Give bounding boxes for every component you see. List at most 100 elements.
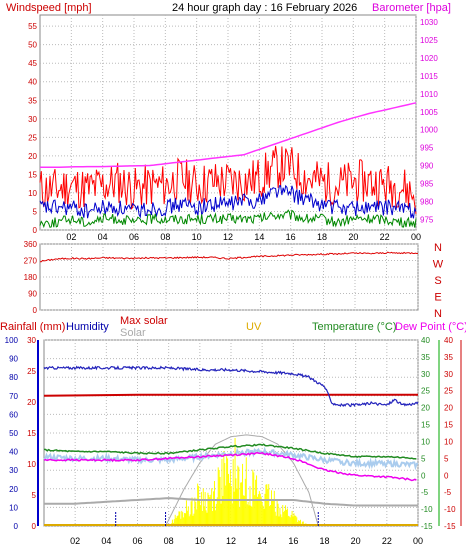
x-tick-label: 22 (382, 536, 392, 546)
series-barometer (40, 102, 417, 169)
x-tick-label: 20 (351, 536, 361, 546)
compass-label: N (434, 242, 442, 254)
x-tick-label: 12 (226, 536, 236, 546)
series-gust_avg (39, 184, 417, 219)
temperature-tick-label: 20 (421, 404, 430, 413)
x-tick-label: 18 (317, 232, 327, 242)
humidity-tick-label: 10 (9, 503, 18, 512)
series-max-solar (165, 434, 319, 527)
y-left-tick-label: 270 (24, 257, 38, 266)
y-left-tick-label: 35 (28, 96, 37, 105)
series-apparent (43, 446, 418, 471)
compass-label: N (434, 308, 442, 320)
humidity-tick-label: 0 (14, 522, 19, 531)
dew-point-tick-label: 25 (444, 387, 453, 396)
dew-point-tick-label: 20 (444, 404, 453, 413)
y-left-tick-label: 30 (28, 115, 37, 124)
x-tick-label: 08 (164, 536, 174, 546)
y-right-tick-label: 985 (420, 179, 434, 188)
dew-point-tick-label: 30 (444, 370, 453, 379)
y-left-tick-label: 0 (33, 306, 38, 315)
direction-grid (40, 243, 419, 311)
y-right-tick-label: 1000 (420, 126, 438, 135)
dew-point-tick-label: -10 (444, 505, 456, 514)
dew-point-tick-label: 15 (444, 421, 453, 430)
y-left-tick-label: 45 (28, 59, 37, 68)
series-solar (44, 497, 418, 507)
x-tick-label: 02 (66, 232, 76, 242)
compass-label: W (433, 259, 444, 271)
y-right-tick-label: 990 (420, 162, 434, 171)
series-wind_min (39, 209, 417, 229)
wind-plot-area (39, 14, 417, 231)
temperature-tick-label: 15 (421, 421, 430, 430)
dew-point-tick-label: 35 (444, 353, 453, 362)
temperature-tick-label: -15 (421, 522, 433, 531)
dew-point-axis-label: Dew Point (°C) (395, 321, 466, 333)
humidity-tick-label: 100 (5, 336, 19, 345)
dew-point-tick-label: -15 (444, 522, 456, 531)
humidity-tick-label: 90 (9, 355, 18, 364)
humidity-tick-label: 60 (9, 410, 18, 419)
x-tick-label: 14 (254, 232, 264, 242)
temperature-tick-label: -10 (421, 505, 433, 514)
temperature-tick-label: 40 (421, 336, 430, 345)
y-left-tick-label: 0 (33, 226, 38, 235)
y-left-tick-label: 90 (28, 290, 37, 299)
direction-series (40, 251, 419, 263)
x-tick-label: 22 (380, 232, 390, 242)
x-tick-label: 04 (98, 232, 108, 242)
y-right-tick-label: 1015 (420, 72, 438, 81)
y-right-tick-label: 1030 (420, 18, 438, 27)
series-wind (39, 145, 417, 215)
chart-title: 24 hour graph day : 16 February 2026 (172, 2, 357, 14)
x-tick-label: 16 (288, 536, 298, 546)
temperature-tick-label: -5 (421, 488, 429, 497)
y-left-tick-label: 10 (28, 189, 37, 198)
y-left-tick-label: 50 (28, 41, 37, 50)
x-tick-label: 08 (160, 232, 170, 242)
humidity-tick-label: 70 (9, 392, 18, 401)
dew-point-tick-label: -5 (444, 488, 452, 497)
rain-tick-label: 25 (27, 367, 36, 376)
y-right-tick-label: 1010 (420, 90, 438, 99)
humidity-axis-label: Humidity (66, 321, 109, 333)
rain-tick-label: 30 (27, 336, 36, 345)
series-direction (40, 251, 419, 263)
climate-axes: 02 04 06 08 10 12 14 16 18 20 22 000102030405060708… (5, 336, 462, 546)
x-tick-label: 06 (129, 232, 139, 242)
series-temperature (43, 443, 417, 460)
temperature-tick-label: 0 (421, 471, 426, 480)
dew-point-tick-label: 5 (444, 454, 449, 463)
max-solar-label: Max solar (120, 315, 168, 327)
x-tick-label: 04 (101, 536, 111, 546)
compass-label: S (434, 275, 441, 287)
x-tick-label: 10 (192, 232, 202, 242)
uv-label: UV (246, 321, 262, 333)
y-left-tick-label: 180 (24, 273, 38, 282)
y-left-tick-label: 55 (28, 22, 37, 31)
series-dew-point (43, 451, 417, 482)
humidity-tick-label: 40 (9, 448, 18, 457)
humidity-tick-label: 80 (9, 373, 18, 382)
rain-tick-label: 15 (27, 429, 36, 438)
temperature-tick-label: 10 (421, 437, 430, 446)
temperature-tick-label: 35 (421, 353, 430, 362)
x-tick-label: 00 (411, 232, 421, 242)
dew-point-tick-label: 0 (444, 471, 449, 480)
humidity-tick-label: 50 (9, 429, 18, 438)
x-tick-label: 02 (70, 536, 80, 546)
y-left-tick-label: 20 (28, 152, 37, 161)
climate-series (43, 365, 419, 527)
rain-tick-label: 0 (32, 522, 37, 531)
rain-tick-label: 20 (27, 398, 36, 407)
y-right-tick-label: 975 (420, 215, 434, 224)
y-right-tick-label: 980 (420, 197, 434, 206)
temperature-tick-label: 30 (421, 370, 430, 379)
y-left-tick-label: 360 (24, 240, 38, 249)
x-tick-label: 14 (257, 536, 267, 546)
rain-tick-label: 10 (27, 460, 36, 469)
